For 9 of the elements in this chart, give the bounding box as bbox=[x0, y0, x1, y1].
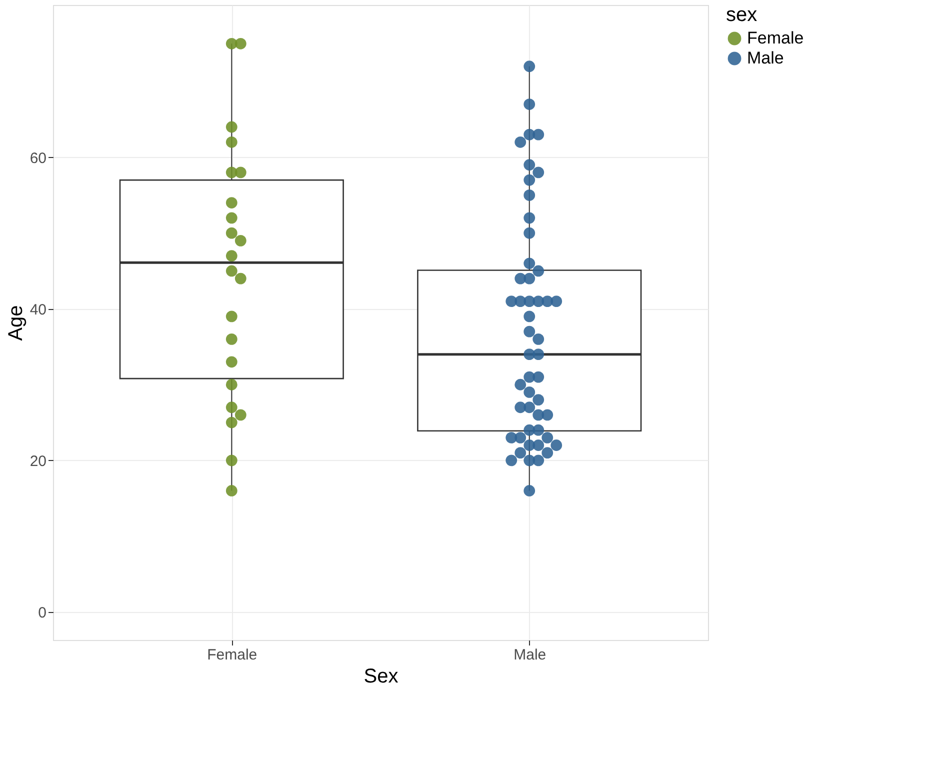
legend-title: sex bbox=[726, 4, 758, 26]
y-tick-label: 20 bbox=[30, 452, 46, 470]
x-axis-title: Sex bbox=[364, 666, 398, 688]
legend-label: Male bbox=[747, 48, 784, 68]
y-tick-label: 60 bbox=[30, 150, 46, 167]
y-axis-title: Age bbox=[4, 305, 27, 341]
y-tick-label: 40 bbox=[30, 301, 46, 318]
legend-label: Female bbox=[747, 28, 804, 48]
y-tick-label: 0 bbox=[38, 604, 46, 622]
